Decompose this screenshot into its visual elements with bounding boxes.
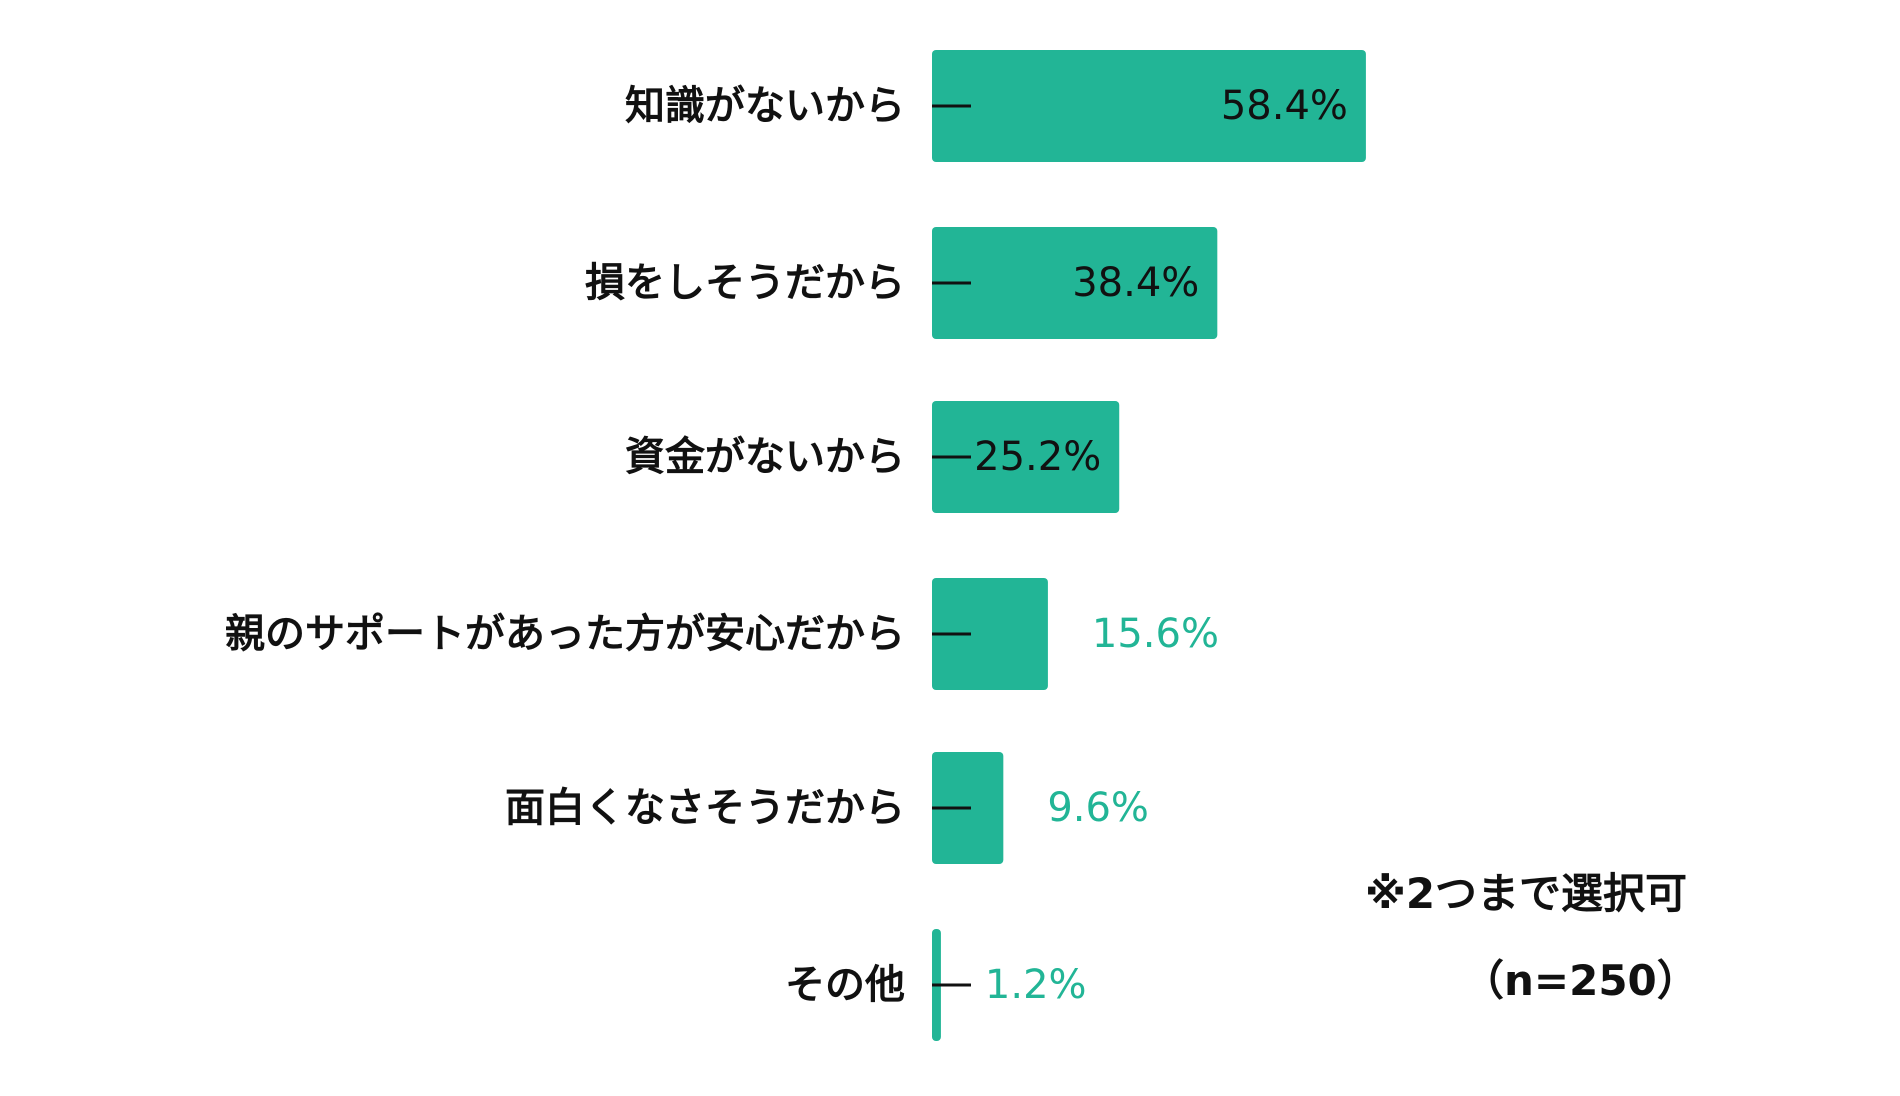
- value-label: 9.6%: [1047, 785, 1149, 831]
- category-label: 面白くなさそうだから: [505, 785, 905, 831]
- category-label: その他: [785, 962, 905, 1008]
- bar: [932, 578, 1048, 690]
- value-label: 38.4%: [1072, 260, 1199, 306]
- value-label: 15.6%: [1092, 611, 1219, 657]
- value-label: 58.4%: [1221, 83, 1348, 129]
- bar: [932, 227, 1218, 339]
- category-label: 親のサポートがあった方が安心だから: [225, 611, 905, 657]
- category-label: 資金がないから: [625, 434, 905, 480]
- bar: [932, 401, 1120, 513]
- selection-note: ※2つまで選択可: [1365, 869, 1688, 918]
- value-label: 25.2%: [974, 434, 1101, 480]
- category-label: 損をしそうだから: [585, 260, 905, 306]
- value-label: 1.2%: [985, 962, 1087, 1008]
- category-label: 知識がないから: [625, 83, 905, 129]
- sample-size-note: （n=250）: [1462, 956, 1699, 1005]
- bar: [932, 50, 1366, 162]
